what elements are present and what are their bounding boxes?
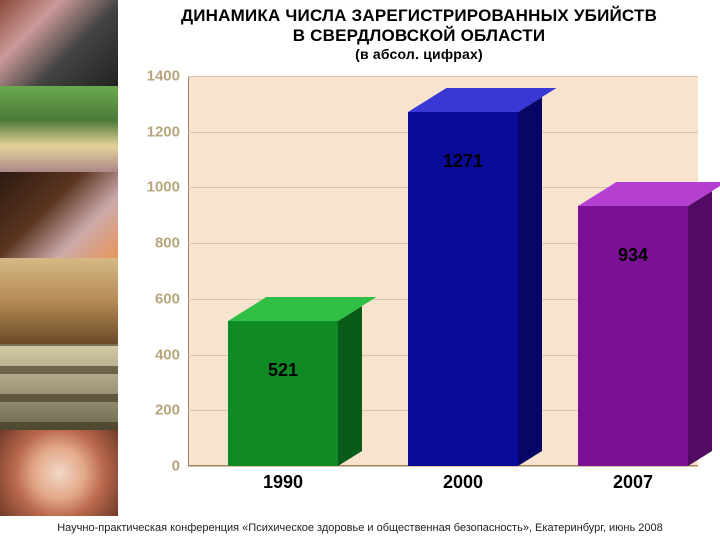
plot-area: 0200400600800100012001400 5211271934 199… [188,76,698,466]
bar [228,321,362,466]
bar-front [228,321,338,466]
y-tick-label: 800 [155,235,180,252]
x-tick-label: 2007 [568,472,698,493]
bar-value-label: 1271 [404,151,522,172]
footer-caption: Научно-практическая конференция «Психиче… [0,516,720,540]
y-tick-label: 400 [155,346,180,363]
title-subtitle: (в абсол. цифрах) [128,46,710,62]
title-line2: В СВЕРДЛОВСКОЙ ОБЛАСТИ [128,26,710,46]
y-tick-label: 1000 [147,179,180,196]
y-tick-label: 0 [172,458,180,475]
bar-side [688,191,712,466]
y-tick-label: 600 [155,290,180,307]
title-line1: ДИНАМИКА ЧИСЛА ЗАРЕГИСТРИРОВАННЫХ УБИЙСТ… [128,6,710,26]
y-tick-label: 200 [155,402,180,419]
bar-value-label: 934 [574,245,692,266]
gridline [188,76,698,77]
bar-value-label: 521 [224,360,342,381]
strip-image [0,258,118,344]
strip-image [0,430,118,516]
bar-chart: 0200400600800100012001400 5211271934 199… [118,72,708,494]
slide: { "title": { "line1": "ДИНАМИКА ЧИСЛА ЗА… [0,0,720,540]
strip-image [0,86,118,172]
image-strip [0,0,118,516]
strip-image [0,0,118,86]
gridline [188,466,698,467]
strip-image [0,344,118,430]
bar-side [338,306,362,466]
x-tick-label: 2000 [398,472,528,493]
y-tick-label: 1200 [147,123,180,140]
strip-image [0,172,118,258]
x-tick-label: 1990 [218,472,348,493]
y-tick-label: 1400 [147,68,180,85]
chart-title: ДИНАМИКА ЧИСЛА ЗАРЕГИСТРИРОВАННЫХ УБИЙСТ… [118,0,720,66]
